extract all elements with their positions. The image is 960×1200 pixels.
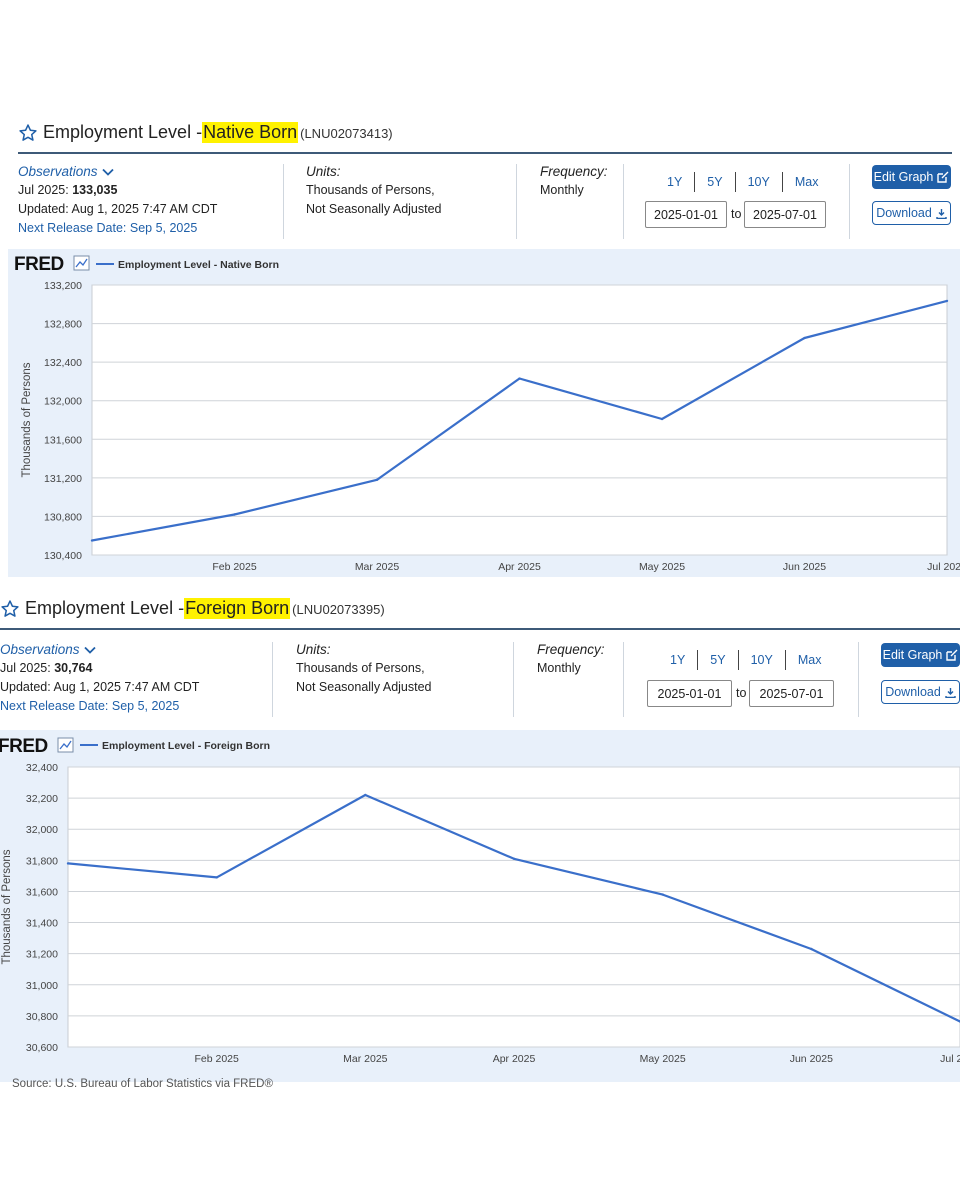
download-button[interactable]: Download bbox=[872, 201, 951, 225]
frequency-label: Frequency: bbox=[540, 164, 608, 179]
star-icon[interactable] bbox=[18, 123, 38, 143]
info-separator bbox=[623, 164, 624, 239]
latest-value: 30,764 bbox=[54, 661, 93, 675]
range-button[interactable]: 1Y bbox=[655, 172, 696, 192]
observations-label: Observations bbox=[0, 642, 80, 657]
title-divider bbox=[18, 152, 952, 154]
edit-icon bbox=[946, 649, 958, 661]
chevron-down-icon bbox=[101, 168, 114, 176]
units-line-2: Not Seasonally Adjusted bbox=[306, 202, 442, 216]
star-icon[interactable] bbox=[0, 599, 20, 619]
date-from-input[interactable]: 2025-01-01 bbox=[645, 201, 727, 228]
info-separator bbox=[849, 164, 850, 239]
range-button[interactable]: 5Y bbox=[695, 172, 736, 192]
units-line-1: Thousands of Persons, bbox=[296, 661, 425, 675]
observations-block: Observations Jul 2025: 30,764 Updated: Aug… bbox=[0, 640, 199, 716]
chevron-down-icon bbox=[83, 646, 96, 654]
title-prefix: Employment Level - bbox=[43, 122, 203, 142]
info-separator bbox=[283, 164, 284, 239]
units-label: Units: bbox=[296, 642, 331, 657]
latest-observation: Jul 2025: 30,764 bbox=[0, 659, 199, 678]
frequency-value: Monthly bbox=[537, 661, 581, 675]
frequency-block: Frequency: Monthly bbox=[540, 162, 608, 200]
frequency-label: Frequency: bbox=[537, 642, 605, 657]
observations-block: Observations Jul 2025: 133,035 Updated: Au… bbox=[18, 162, 217, 238]
title-divider bbox=[0, 628, 960, 630]
date-from-input[interactable]: 2025-01-01 bbox=[647, 680, 732, 707]
title-prefix: Employment Level - bbox=[25, 598, 185, 618]
units-block: Units: Thousands of Persons, Not Seasonall… bbox=[296, 640, 432, 697]
observations-toggle[interactable]: Observations bbox=[0, 640, 199, 659]
download-label: Download bbox=[876, 206, 932, 220]
units-label: Units: bbox=[306, 164, 341, 179]
title-highlight: Foreign Born bbox=[184, 598, 291, 619]
range-button[interactable]: 10Y bbox=[739, 650, 786, 670]
next-release-link[interactable]: Next Release Date: Sep 5, 2025 bbox=[0, 699, 180, 713]
info-separator bbox=[272, 642, 273, 717]
download-label: Download bbox=[885, 685, 941, 699]
edit-icon bbox=[937, 171, 949, 183]
download-icon bbox=[945, 687, 956, 698]
frequency-value: Monthly bbox=[540, 183, 584, 197]
chart-area bbox=[0, 730, 960, 1082]
info-separator bbox=[858, 642, 859, 717]
units-line-1: Thousands of Persons, bbox=[306, 183, 435, 197]
date-to-input[interactable]: 2025-07-01 bbox=[749, 680, 834, 707]
next-release-link[interactable]: Next Release Date: Sep 5, 2025 bbox=[18, 221, 198, 235]
title-highlight: Native Born bbox=[202, 122, 299, 143]
date-to-label: to bbox=[731, 207, 742, 221]
latest-label: Jul 2025: bbox=[0, 661, 51, 675]
info-separator bbox=[513, 642, 514, 717]
range-selector: 1Y 5Y 10Y Max bbox=[655, 172, 830, 192]
updated-text: Updated: Aug 1, 2025 7:47 AM CDT bbox=[0, 680, 200, 694]
chart-area bbox=[8, 249, 960, 577]
date-to-input[interactable]: 2025-07-01 bbox=[744, 201, 826, 228]
download-icon bbox=[936, 208, 947, 219]
series-id: (LNU02073413) bbox=[300, 126, 393, 141]
range-button[interactable]: Max bbox=[797, 653, 822, 667]
latest-label: Jul 2025: bbox=[18, 183, 69, 197]
series-title: Employment Level - Native Born (LNU020734… bbox=[18, 122, 393, 143]
latest-observation: Jul 2025: 133,035 bbox=[18, 181, 217, 200]
series-title: Employment Level - Foreign Born (LNU02073… bbox=[0, 598, 385, 619]
edit-graph-label: Edit Graph bbox=[882, 648, 943, 662]
observations-toggle[interactable]: Observations bbox=[18, 162, 217, 181]
date-to-label: to bbox=[736, 686, 747, 700]
range-selector: 1Y 5Y 10Y Max bbox=[658, 650, 833, 670]
updated-text: Updated: Aug 1, 2025 7:47 AM CDT bbox=[18, 202, 218, 216]
observations-label: Observations bbox=[18, 164, 98, 179]
edit-graph-label: Edit Graph bbox=[873, 170, 934, 184]
info-separator bbox=[623, 642, 624, 717]
range-button[interactable]: 1Y bbox=[658, 650, 699, 670]
range-button[interactable]: 10Y bbox=[736, 172, 783, 192]
latest-value: 133,035 bbox=[72, 183, 118, 197]
frequency-block: Frequency: Monthly bbox=[537, 640, 605, 678]
edit-graph-button[interactable]: Edit Graph bbox=[881, 643, 960, 667]
units-block: Units: Thousands of Persons, Not Seasonall… bbox=[306, 162, 442, 219]
range-button[interactable]: 5Y bbox=[698, 650, 739, 670]
info-separator bbox=[516, 164, 517, 239]
edit-graph-button[interactable]: Edit Graph bbox=[872, 165, 951, 189]
series-id: (LNU02073395) bbox=[292, 602, 385, 617]
download-button[interactable]: Download bbox=[881, 680, 960, 704]
range-button[interactable]: Max bbox=[794, 175, 819, 189]
units-line-2: Not Seasonally Adjusted bbox=[296, 680, 432, 694]
